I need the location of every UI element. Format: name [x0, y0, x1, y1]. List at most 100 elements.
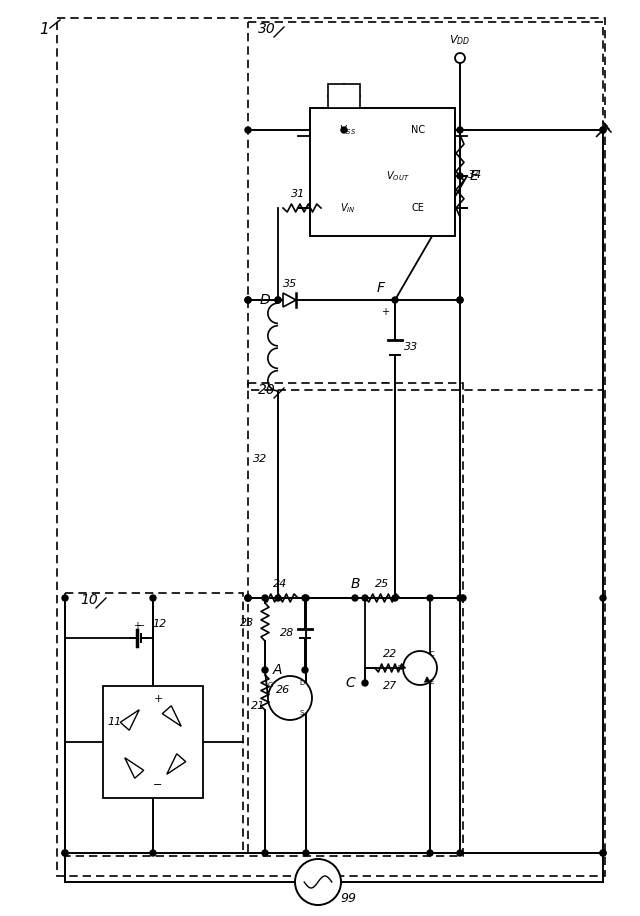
Circle shape — [600, 595, 606, 601]
Text: 21: 21 — [251, 701, 265, 711]
Text: 26: 26 — [276, 685, 290, 695]
Text: G: G — [268, 682, 273, 688]
Text: D: D — [260, 293, 270, 307]
Text: 27: 27 — [383, 681, 397, 691]
Circle shape — [427, 595, 433, 601]
Bar — [328, 84, 360, 108]
Circle shape — [392, 595, 398, 601]
Circle shape — [457, 297, 463, 303]
Circle shape — [352, 595, 358, 601]
Circle shape — [600, 850, 606, 856]
Circle shape — [403, 651, 437, 685]
Circle shape — [245, 127, 251, 133]
Text: E: E — [470, 169, 478, 183]
Polygon shape — [424, 677, 430, 682]
Circle shape — [457, 595, 463, 601]
Circle shape — [262, 595, 268, 601]
Bar — [248, 22, 603, 390]
Text: D: D — [300, 680, 305, 685]
Text: C: C — [345, 676, 355, 690]
Circle shape — [150, 850, 156, 856]
Text: −: − — [381, 378, 389, 388]
Circle shape — [460, 595, 466, 601]
Circle shape — [600, 127, 606, 133]
Circle shape — [457, 173, 463, 179]
Text: −: − — [137, 621, 145, 631]
Text: $V_{SS}$: $V_{SS}$ — [339, 123, 356, 136]
Circle shape — [457, 850, 463, 856]
Circle shape — [303, 595, 309, 601]
Circle shape — [262, 667, 268, 673]
Circle shape — [302, 667, 308, 673]
Circle shape — [362, 680, 368, 686]
Bar — [310, 108, 455, 236]
Circle shape — [275, 297, 281, 303]
Polygon shape — [163, 705, 181, 726]
Circle shape — [457, 297, 463, 303]
Circle shape — [362, 595, 368, 601]
Text: 1: 1 — [39, 23, 49, 38]
Text: 25: 25 — [375, 579, 389, 589]
Bar — [103, 686, 203, 798]
Text: CE: CE — [412, 203, 424, 213]
Circle shape — [457, 127, 463, 133]
Bar — [57, 18, 605, 876]
Circle shape — [392, 297, 398, 303]
Text: F: F — [377, 281, 385, 295]
Text: 24: 24 — [273, 579, 287, 589]
Text: E: E — [429, 680, 434, 685]
Circle shape — [245, 297, 251, 303]
Text: B: B — [350, 577, 360, 591]
Bar — [65, 593, 243, 856]
Text: $V_{OUT}$: $V_{OUT}$ — [386, 169, 410, 183]
Text: +: + — [154, 694, 163, 704]
Text: 10: 10 — [80, 593, 98, 607]
Text: 35: 35 — [283, 279, 297, 289]
Circle shape — [295, 859, 341, 905]
Text: 22: 22 — [383, 649, 397, 659]
Text: NC: NC — [411, 125, 425, 135]
Text: 12: 12 — [153, 619, 167, 629]
Polygon shape — [283, 293, 296, 307]
Circle shape — [268, 676, 312, 720]
Circle shape — [245, 297, 251, 303]
Circle shape — [302, 595, 308, 601]
Text: 11: 11 — [108, 717, 122, 727]
Text: 34: 34 — [468, 170, 482, 180]
Text: 30: 30 — [258, 22, 276, 36]
Text: +: + — [381, 307, 389, 317]
Polygon shape — [120, 710, 140, 730]
Text: B: B — [397, 665, 403, 671]
Circle shape — [427, 850, 433, 856]
Text: 33: 33 — [404, 342, 418, 352]
Circle shape — [245, 595, 251, 601]
Text: C: C — [429, 650, 434, 657]
Text: 23: 23 — [240, 618, 254, 628]
Text: +: + — [133, 621, 141, 631]
Text: 28: 28 — [280, 628, 294, 638]
Circle shape — [262, 850, 268, 856]
Circle shape — [62, 595, 68, 601]
Circle shape — [245, 595, 251, 601]
Circle shape — [303, 850, 309, 856]
Polygon shape — [167, 754, 186, 774]
Text: $V_{DD}$: $V_{DD}$ — [449, 33, 470, 47]
Bar — [248, 383, 463, 856]
Circle shape — [150, 595, 156, 601]
Text: 20: 20 — [258, 383, 276, 397]
Circle shape — [341, 127, 347, 133]
Text: A: A — [272, 663, 282, 677]
Text: S: S — [300, 711, 304, 716]
Text: −: − — [154, 780, 163, 790]
Circle shape — [275, 297, 281, 303]
Circle shape — [600, 127, 606, 133]
Text: 99: 99 — [340, 891, 356, 904]
Text: 31: 31 — [291, 189, 305, 199]
Circle shape — [245, 595, 251, 601]
Circle shape — [600, 850, 606, 856]
Circle shape — [275, 595, 281, 601]
Text: 32: 32 — [253, 454, 267, 464]
Text: $V_{IN}$: $V_{IN}$ — [340, 202, 356, 215]
Circle shape — [62, 850, 68, 856]
Circle shape — [62, 850, 68, 856]
